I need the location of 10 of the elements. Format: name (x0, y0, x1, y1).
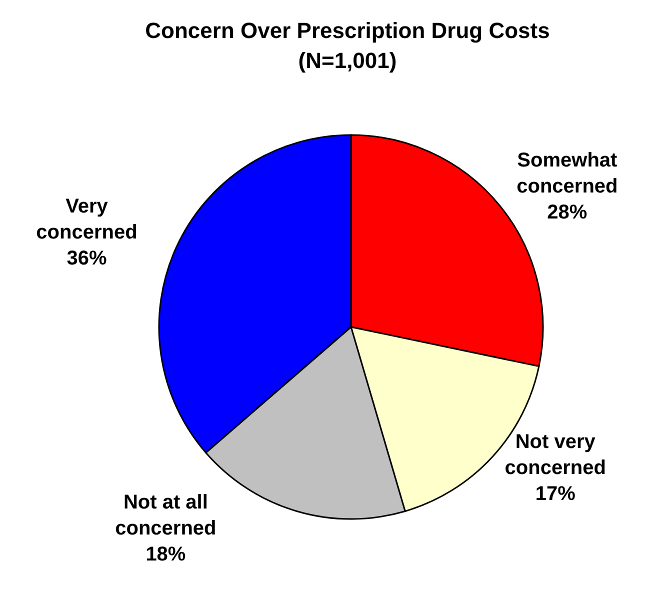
slice-label: Not very concerned (504, 430, 606, 479)
data-label: 28% (547, 201, 588, 224)
slice-label: Somewhat concerned (516, 149, 618, 198)
slice-label: Not at all concerned (115, 491, 216, 540)
data-label: 17% (535, 482, 576, 505)
data-label: 36% (66, 248, 107, 270)
chart-subtitle: (N=1,001) (298, 48, 397, 73)
slice-label: Very concerned (36, 196, 138, 244)
chart-title: Concern Over Prescription Drug Costs (145, 18, 550, 43)
data-label: 18% (146, 543, 186, 566)
